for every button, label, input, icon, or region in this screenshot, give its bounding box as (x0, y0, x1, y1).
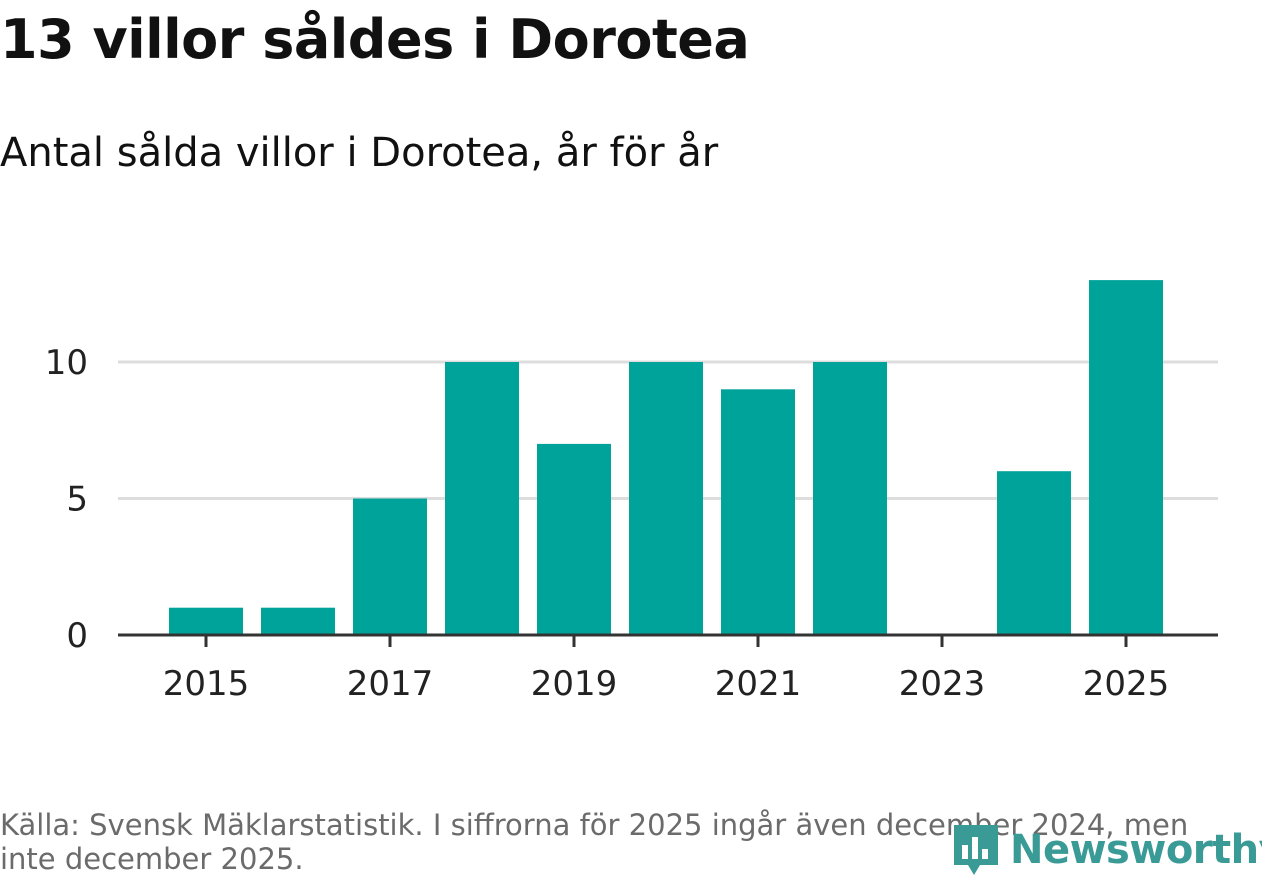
brand-name: Newsworthy (1010, 827, 1262, 873)
x-axis (118, 633, 1218, 647)
bar (445, 362, 519, 635)
y-tick-label: 0 (66, 616, 88, 656)
x-tick-label: 2015 (163, 664, 250, 704)
x-tick-label: 2017 (347, 664, 434, 704)
y-tick-label: 10 (45, 343, 88, 383)
chart-title: 13 villor såldes i Dorotea (0, 8, 750, 71)
bar (1089, 280, 1163, 635)
bar (997, 471, 1071, 635)
bar (629, 362, 703, 635)
x-tick-label: 2019 (531, 664, 618, 704)
x-tick-label: 2021 (715, 664, 802, 704)
bar (169, 607, 243, 635)
bar (721, 389, 795, 635)
tick-labels: 0 5 10 2015 2017 2019 2021 2023 2025 (45, 343, 1170, 704)
bars (169, 280, 1163, 635)
y-tick-label: 5 (66, 480, 88, 520)
bar-chart: 0 5 10 2015 2017 2019 2021 2023 2025 (45, 280, 1218, 704)
x-tick-label: 2025 (1083, 664, 1170, 704)
bar (813, 362, 887, 635)
chart-subtitle: Antal sålda villor i Dorotea, år för år (0, 130, 719, 176)
bar (261, 607, 335, 635)
bar (537, 443, 611, 635)
x-tick-label: 2023 (899, 664, 986, 704)
brand-logo: Newsworthy (950, 820, 1262, 880)
newsworthy-logo-icon (954, 825, 998, 875)
bar (353, 498, 427, 635)
